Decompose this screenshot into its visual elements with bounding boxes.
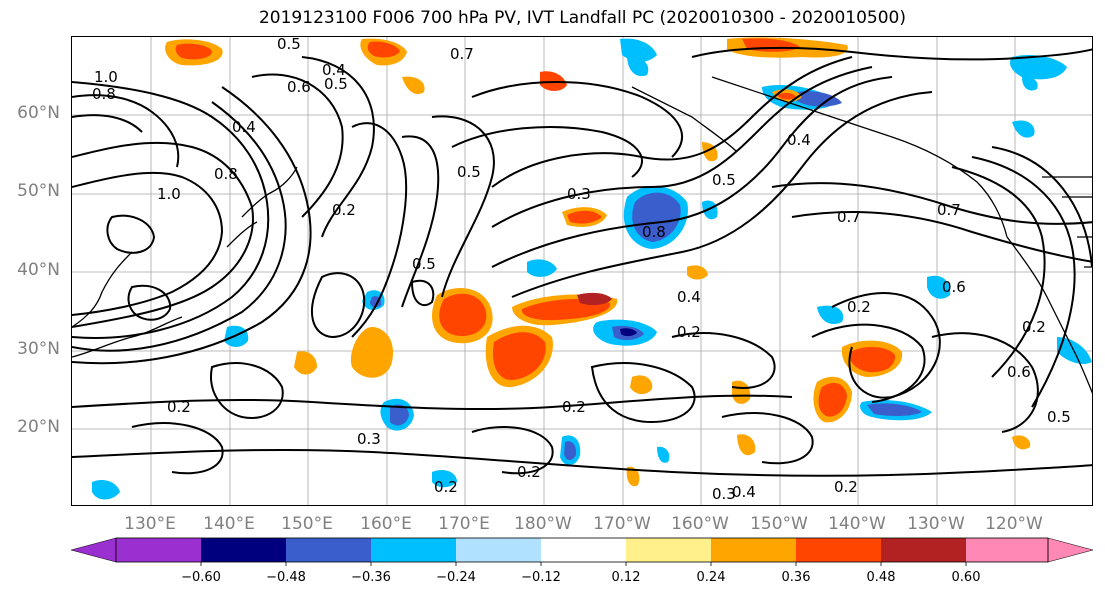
colorbar-tick-label: −0.60 <box>181 570 221 585</box>
pv-contours <box>72 46 1092 477</box>
contour-label: 0.2 <box>677 323 701 341</box>
colorbar-segment <box>626 538 711 562</box>
lon-label-130e: 130°E <box>124 514 176 534</box>
contour-label: 0.3 <box>357 430 381 448</box>
contour-label: 1.0 <box>94 68 118 86</box>
contour-label: 0.4 <box>232 118 256 136</box>
lon-label-140w: 140°W <box>828 514 886 534</box>
contour-label: 1.0 <box>157 185 181 203</box>
contour-label-group: 0.5 0.7 0.4 0.5 1.0 0.8 0.6 0.4 0.8 1.0 … <box>92 37 1071 503</box>
colorbar-segment <box>456 538 541 562</box>
coastlines <box>72 76 1092 394</box>
contour-label: 0.5 <box>324 75 348 93</box>
contour-label: 0.7 <box>837 208 861 226</box>
colorbar-tick-label: −0.12 <box>521 570 561 585</box>
lon-label-160e: 160°E <box>360 514 412 534</box>
colorbar-segment <box>371 538 456 562</box>
graticule <box>72 37 1092 505</box>
contour-label: 0.8 <box>642 223 666 241</box>
colorbar-tick-label: 0.12 <box>611 570 641 585</box>
lat-label-30n: 30°N <box>17 339 60 359</box>
contour-label: 0.4 <box>732 483 756 501</box>
lon-label-170e: 170°E <box>438 514 490 534</box>
lon-label-130w: 130°W <box>907 514 965 534</box>
contour-label: 0.6 <box>1007 363 1031 381</box>
map-canvas: 0.5 0.7 0.4 0.5 1.0 0.8 0.6 0.4 0.8 1.0 … <box>72 37 1092 505</box>
colorbar-segment <box>711 538 796 562</box>
colorbar-tick-label: −0.24 <box>436 570 476 585</box>
colorbar-tick-label: −0.36 <box>351 570 391 585</box>
lon-label-140e: 140°E <box>203 514 255 534</box>
contour-label: 0.2 <box>332 201 356 219</box>
lat-label-40n: 40°N <box>17 260 60 280</box>
contour-label: 0.2 <box>847 298 871 316</box>
lon-label-180w: 180°W <box>514 514 572 534</box>
colorbar-segment <box>116 538 201 562</box>
contour-label: 0.5 <box>277 37 301 53</box>
contour-label: 0.4 <box>787 131 811 149</box>
contour-label: 0.5 <box>457 163 481 181</box>
lat-label-20n: 20°N <box>17 417 60 437</box>
contour-label: 0.3 <box>712 485 736 503</box>
lon-label-160w: 160°W <box>671 514 729 534</box>
contour-label: 0.2 <box>167 398 191 416</box>
colorbar-tick-label: 0.60 <box>951 570 981 585</box>
colorbar-segment <box>966 538 1048 562</box>
map-title: 2019123100 F006 700 hPa PV, IVT Landfall… <box>258 8 906 28</box>
colorbar-tick-label: 0.36 <box>781 570 811 585</box>
colorbar-segment <box>286 538 371 562</box>
lon-label-170w: 170°W <box>593 514 651 534</box>
colorbar <box>70 537 1094 566</box>
contour-label: 0.6 <box>942 278 966 296</box>
contour-label: 0.2 <box>834 478 858 496</box>
contour-label: 0.2 <box>562 398 586 416</box>
colorbar-tick-label: 0.48 <box>866 570 896 585</box>
colorbar-extend-high <box>1047 537 1094 563</box>
contour-label: 0.6 <box>287 78 311 96</box>
colorbar-segment <box>881 538 966 562</box>
contour-label: 0.4 <box>322 61 346 79</box>
map-panel: 0.5 0.7 0.4 0.5 1.0 0.8 0.6 0.4 0.8 1.0 … <box>71 36 1093 506</box>
contour-label: 0.5 <box>1047 408 1071 426</box>
colorbar-tick-label: 0.24 <box>696 570 726 585</box>
contour-label: 0.2 <box>517 463 541 481</box>
contour-label: 0.2 <box>434 478 458 496</box>
colorbar-segment <box>796 538 881 562</box>
pv-fill-patches <box>92 37 1092 500</box>
colorbar-tick-label: −0.48 <box>266 570 306 585</box>
contour-label: 0.3 <box>567 185 591 203</box>
contour-label: 0.7 <box>450 45 474 63</box>
contour-label: 0.2 <box>1022 318 1046 336</box>
colorbar-segment <box>201 538 286 562</box>
colorbar-segment <box>541 538 626 562</box>
contour-label: 0.5 <box>712 171 736 189</box>
contour-label: 0.8 <box>92 85 116 103</box>
contour-label: 0.7 <box>937 201 961 219</box>
lat-label-60n: 60°N <box>17 103 60 123</box>
contour-label: 0.8 <box>214 165 238 183</box>
contour-label: 0.5 <box>412 255 436 273</box>
lon-label-120w: 120°W <box>985 514 1043 534</box>
colorbar-extend-low <box>70 537 117 563</box>
lat-label-50n: 50°N <box>17 181 60 201</box>
lon-label-150e: 150°E <box>281 514 333 534</box>
contour-label: 0.4 <box>677 288 701 306</box>
lon-label-150w: 150°W <box>750 514 808 534</box>
